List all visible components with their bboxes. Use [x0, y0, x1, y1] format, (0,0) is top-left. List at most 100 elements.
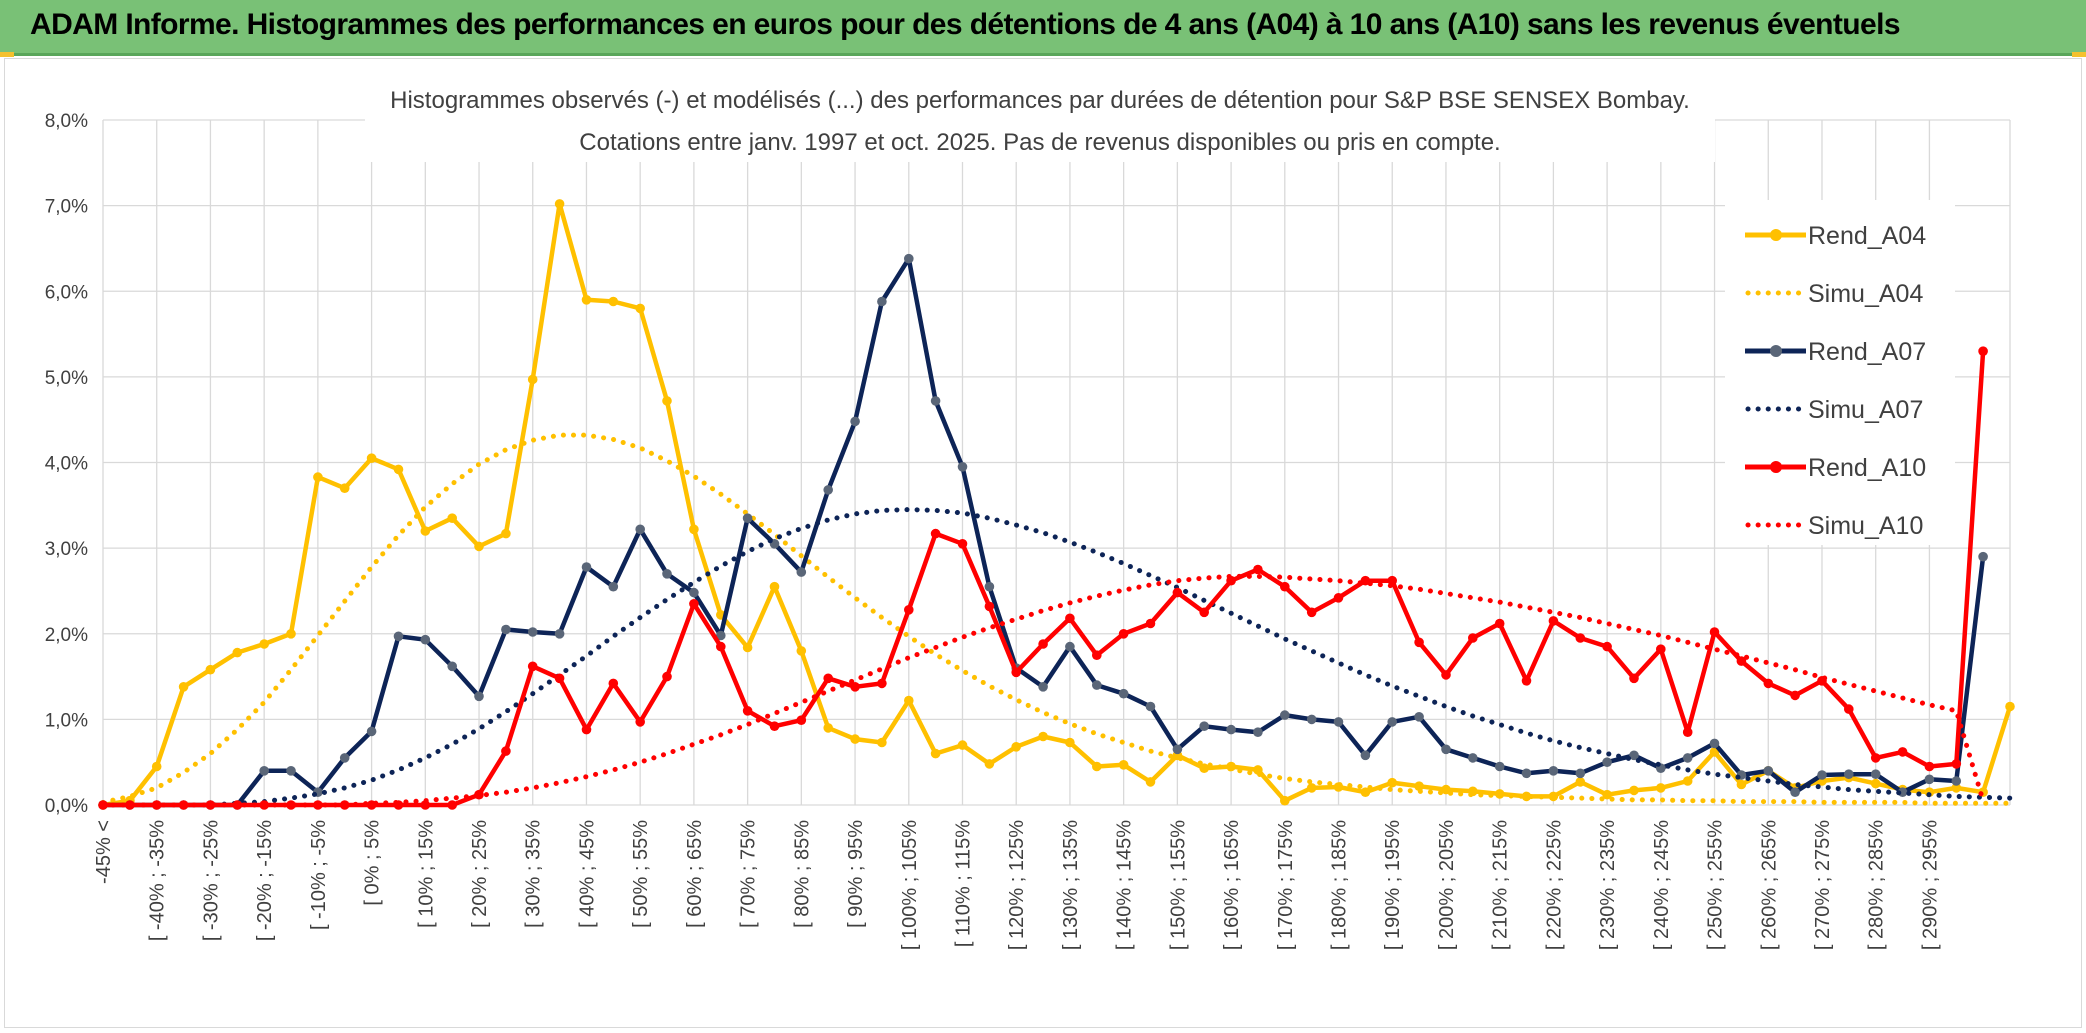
data-point — [420, 526, 431, 536]
data-point — [2005, 701, 2015, 712]
data-point — [1038, 682, 1048, 692]
y-tick-label: 5,0% — [45, 368, 88, 389]
data-point — [1575, 633, 1586, 643]
data-point — [554, 199, 565, 209]
data-point — [178, 682, 189, 692]
chart-panel — [4, 58, 2082, 1028]
data-point — [1468, 633, 1478, 643]
report-title: ADAM Informe. Histogrammes des performan… — [30, 8, 1901, 41]
data-point — [393, 464, 404, 475]
data-point — [1306, 714, 1317, 725]
legend-marker — [1770, 229, 1782, 241]
data-point — [769, 721, 780, 731]
data-point — [742, 706, 753, 716]
data-point — [1199, 763, 1209, 773]
data-point — [1602, 789, 1612, 800]
legend-label: Simu_A10 — [1808, 512, 1923, 540]
data-point — [984, 759, 995, 769]
data-point — [1092, 650, 1102, 660]
legend-label: Rend_A04 — [1808, 222, 1926, 250]
data-point — [957, 539, 968, 549]
data-point — [1656, 644, 1666, 654]
data-point — [1790, 787, 1800, 797]
data-point — [1548, 766, 1559, 776]
data-point — [286, 766, 296, 776]
data-point — [393, 631, 404, 642]
data-point — [527, 661, 538, 672]
data-point — [1172, 587, 1183, 598]
data-point — [259, 766, 270, 776]
series-line — [103, 256, 1986, 808]
data-point — [662, 671, 672, 682]
x-tick-label: [ -20% ; -15% — [254, 820, 276, 941]
data-point — [1709, 627, 1720, 637]
x-tick-label: [ 220% ; 225% — [1543, 820, 1565, 950]
x-tick-label: [ 270% ; 275% — [1812, 820, 1834, 950]
data-point — [608, 296, 619, 307]
x-tick-label: [ 130% ; 135% — [1060, 820, 1082, 950]
data-point — [877, 678, 887, 689]
x-tick-label: [ 70% ; 75% — [738, 820, 760, 928]
data-point — [1118, 688, 1129, 699]
legend-item-simu-a04: Simu_A04 — [1745, 280, 1923, 308]
data-point — [1521, 768, 1532, 779]
x-tick-label: [ 290% ; 295% — [1919, 820, 1941, 950]
series-line — [100, 432, 2013, 806]
data-point — [1118, 629, 1129, 639]
data-point — [1387, 575, 1397, 586]
data-point — [1629, 750, 1639, 761]
data-point — [850, 734, 860, 744]
data-point — [447, 800, 458, 810]
data-point — [501, 528, 511, 539]
data-point — [930, 396, 941, 406]
data-point — [151, 761, 162, 772]
x-tick-label: [ 80% ; 85% — [791, 820, 813, 928]
legend-item-simu-a10: Simu_A10 — [1745, 512, 1923, 540]
series-line — [102, 201, 2013, 808]
x-axis: -45% < [ -40% ; -35% [ -30% ; -25% [ -20% ;… — [93, 820, 1941, 950]
data-point — [447, 661, 458, 672]
x-tick-label: [ 240% ; 245% — [1651, 820, 1673, 950]
data-point — [635, 717, 645, 727]
data-point — [1978, 346, 1988, 357]
data-point — [1441, 744, 1451, 755]
x-tick-label: [ 90% ; 95% — [845, 820, 867, 928]
x-tick-label: [ 140% ; 145% — [1114, 820, 1136, 950]
x-tick-label: [ 0% ; 5% — [362, 820, 384, 906]
data-point — [1844, 704, 1854, 714]
data-point — [1414, 712, 1424, 722]
data-point — [1145, 618, 1156, 629]
data-point — [1145, 701, 1156, 712]
data-point — [1736, 656, 1747, 666]
data-point — [1494, 618, 1505, 629]
data-point — [957, 462, 968, 472]
data-point — [1360, 787, 1371, 797]
data-point — [796, 567, 807, 577]
data-point — [501, 746, 511, 756]
legend-label: Rend_A10 — [1808, 454, 1926, 482]
data-point — [716, 641, 726, 652]
data-point — [232, 647, 243, 658]
data-point — [957, 740, 968, 750]
data-point — [1602, 757, 1612, 767]
data-point — [716, 630, 726, 641]
y-tick-label: 1,0% — [45, 710, 88, 731]
data-point — [1870, 753, 1881, 763]
data-point — [1333, 717, 1344, 727]
data-point — [1360, 750, 1371, 761]
data-point — [1629, 673, 1639, 684]
data-point — [581, 295, 592, 305]
data-point — [366, 726, 377, 737]
data-point — [554, 673, 565, 684]
corner-mark-left — [0, 52, 14, 57]
data-point — [286, 800, 296, 810]
data-point — [1145, 777, 1156, 787]
data-point — [689, 587, 699, 598]
data-point — [420, 800, 431, 810]
legend: Rend_A04 Simu_A04 Rend_A07 Simu_A07 Rend_A10… — [1725, 200, 1955, 545]
data-point — [474, 541, 484, 552]
data-point — [877, 737, 887, 748]
data-point — [1763, 678, 1774, 689]
data-point — [1548, 616, 1559, 626]
